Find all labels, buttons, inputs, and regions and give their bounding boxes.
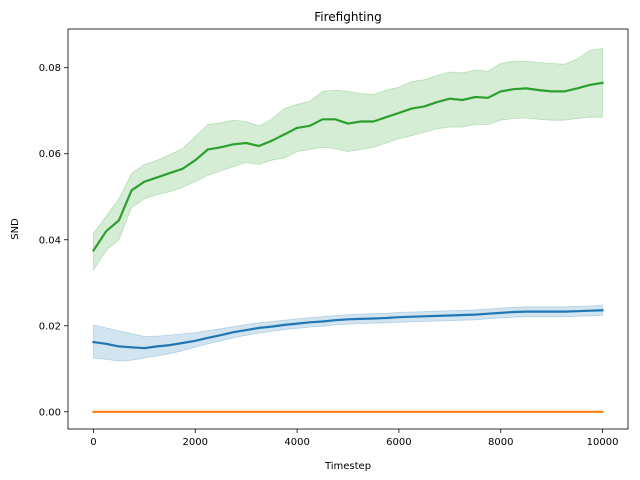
x-axis-label: Timestep (324, 461, 371, 472)
x-tick-label: 8000 (488, 437, 513, 448)
x-tick-label: 2000 (183, 437, 208, 448)
series-lines (91, 81, 604, 413)
confidence-band-1 (93, 304, 603, 362)
x-axis-ticks: 0 2000 4000 6000 8000 10000 (90, 429, 618, 448)
y-tick-label: 0.04 (39, 235, 61, 246)
y-tick-label: 0.02 (39, 321, 61, 332)
series-line-1 (92, 309, 604, 350)
chart-title: Firefighting (314, 10, 381, 24)
y-tick-label: 0.08 (39, 63, 61, 74)
y-axis-ticks: 0.00 0.02 0.04 0.06 0.08 (39, 63, 68, 418)
x-tick-label: 0 (90, 437, 96, 448)
x-tick-label: 4000 (284, 437, 309, 448)
y-tick-label: 0.00 (39, 407, 61, 418)
x-tick-label: 10000 (587, 437, 619, 448)
y-axis-label: SND (10, 218, 21, 240)
confidence-band-0 (93, 47, 603, 272)
plot-frame (67, 28, 629, 430)
y-tick-label: 0.06 (39, 149, 61, 160)
series-line-0 (91, 81, 604, 253)
x-tick-label: 6000 (386, 437, 411, 448)
